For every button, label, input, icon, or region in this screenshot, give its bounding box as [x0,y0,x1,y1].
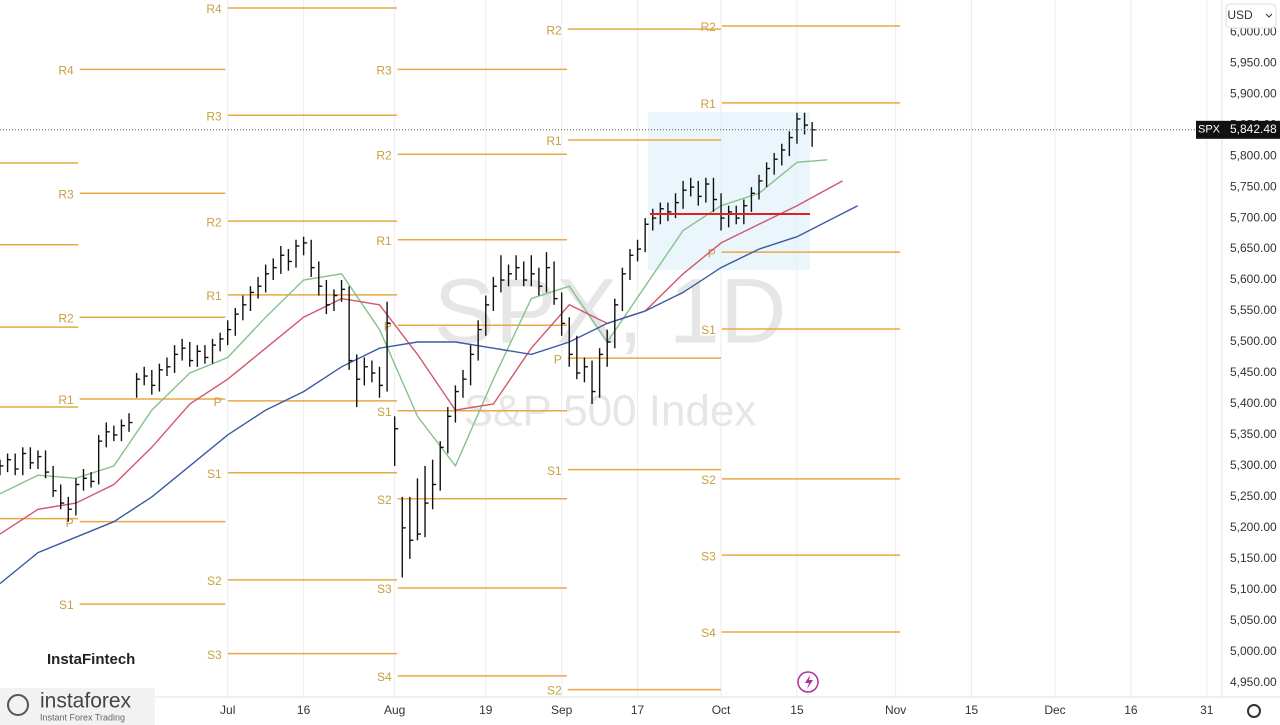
pivot-label: R1 [206,289,222,303]
x-tick-label: 31 [1200,703,1214,717]
y-tick-label: 5,150.00 [1230,551,1277,565]
pivot-label: R1 [58,393,74,407]
y-tick-label: 5,950.00 [1230,55,1277,69]
pivot-label: S4 [377,670,392,684]
logo-tagline: Instant Forex Trading [40,712,125,722]
pivot-label: S2 [547,684,562,698]
pivot-label: S1 [377,405,392,419]
pivot-label: R3 [376,64,392,78]
y-tick-label: 5,300.00 [1230,458,1277,472]
pivot-label: R3 [58,187,74,201]
x-tick-label: Oct [712,703,731,717]
pivot-label: S3 [207,648,222,662]
x-tick-label: 16 [1124,703,1138,717]
last-price-value: 5,842.48 [1230,122,1277,136]
y-tick-label: 5,900.00 [1230,86,1277,100]
pivot-label: R2 [700,20,716,34]
x-tick-label: 15 [790,703,804,717]
y-tick-label: 4,950.00 [1230,675,1277,689]
y-tick-label: 5,500.00 [1230,334,1277,348]
y-tick-label: 5,100.00 [1230,582,1277,596]
pivot-label: R2 [58,311,74,325]
y-tick-label: 5,600.00 [1230,272,1277,286]
pivot-label: R2 [546,23,562,37]
moving-average-line [0,205,859,585]
pivot-label: S3 [377,582,392,596]
pivot-label: R1 [700,97,716,111]
pivot-label: S2 [207,574,222,588]
x-tick-label: 15 [965,703,979,717]
pivots: R4 R3 R2 R1 P S1 R4 R3 R2 R1 P S1 S2 S3 R3 R2 R1 P S1 S2 S3 S… [0,2,901,698]
brand-box [38,628,168,686]
x-tick-label: 16 [297,703,311,717]
pivot-label: S1 [547,464,562,478]
pivot-label: S2 [377,493,392,507]
moving-average-line [0,159,828,495]
pivot-label: R3 [206,109,222,123]
x-tick-label: Sep [551,703,573,717]
volume-profile-area [648,112,810,270]
pivot-label: S4 [701,626,716,640]
y-tick-label: 5,750.00 [1230,179,1277,193]
watermark-symbol: SPX, 1D [434,260,787,362]
x-tick-label: Nov [885,703,906,717]
pivot-label: R4 [206,2,222,16]
settings-icon[interactable] [1247,704,1261,718]
y-tick-label: 5,450.00 [1230,365,1277,379]
currency-button[interactable] [1225,3,1277,29]
x-tick-label: Jul [220,703,235,717]
logo-box [0,688,155,725]
y-tick-label: 5,000.00 [1230,644,1277,658]
pivot-label: P [66,516,74,530]
pivot-label: S2 [701,473,716,487]
pivot-label: P [708,246,716,260]
y-tick-label: 5,650.00 [1230,241,1277,255]
y-tick-label: 5,200.00 [1230,520,1277,534]
price-bars [0,112,816,578]
x-axis: Jul 16 Aug 19 Sep 17 Oct 15 Nov 15 Dec 16 31 [220,703,1214,717]
moving-average-line [0,180,843,535]
price-axis [1222,0,1280,697]
pivot-label: P [554,352,562,366]
y-tick-label: 5,250.00 [1230,489,1277,503]
x-tick-label: Aug [384,703,405,717]
logo: instaforex [40,690,132,713]
moving-averages [0,159,859,585]
y-tick-label: 5,800.00 [1230,148,1277,162]
y-tick-label: 5,550.00 [1230,303,1277,317]
pivot-label: P [214,395,222,409]
pivot-label: R2 [206,215,222,229]
x-tick-label: 17 [631,703,645,717]
last-price-label: SPX 5,842.48 [1196,120,1280,139]
pivot-label: R4 [58,64,74,78]
x-tick-label: Dec [1044,703,1065,717]
pivot-label: R1 [376,234,392,248]
symbol-badge [1196,120,1222,139]
y-tick-label: 5,050.00 [1230,613,1277,627]
logo-icon [7,694,29,716]
pivot-label: R2 [376,148,392,162]
symbol-label: SPX [1198,124,1221,136]
x-tick-label: 19 [479,703,493,717]
events-bolt [805,675,813,689]
grid [227,0,1208,697]
dropdown-icon [1265,13,1273,18]
pivot-label: R1 [546,134,562,148]
brand: InstaFintech [47,651,135,668]
y-tick-label: 5,700.00 [1230,210,1277,224]
pivot-label: S1 [701,323,716,337]
currency[interactable]: USD [1227,8,1253,22]
y-tick-label: 5,400.00 [1230,396,1277,410]
price-badge [1222,120,1280,139]
pivot-label: S3 [701,549,716,563]
pivot-label: S1 [207,467,222,481]
y-tick-label: 5,350.00 [1230,427,1277,441]
pivot-label: S1 [59,598,74,612]
